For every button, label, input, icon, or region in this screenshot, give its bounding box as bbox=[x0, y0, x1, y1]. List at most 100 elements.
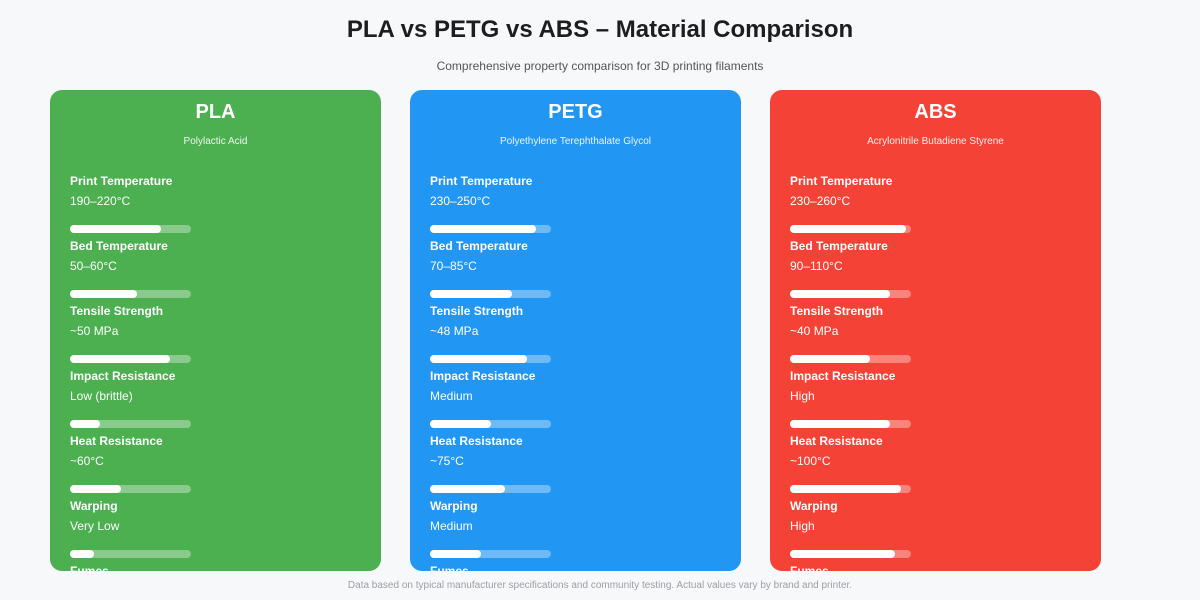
property-value: 230–260°C bbox=[790, 194, 851, 208]
property-label: Print Temperature bbox=[790, 174, 893, 188]
property-value: High bbox=[790, 519, 815, 533]
card-title: PLA bbox=[195, 101, 236, 123]
property-level-bar bbox=[430, 550, 551, 558]
property-row: Tensile Strength ~48 MPa bbox=[430, 304, 730, 339]
material-card-petg: PETG Polyethylene Terephthalate Glycol Pri… bbox=[410, 90, 741, 571]
property-row: Heat Resistance ~75°C bbox=[430, 434, 730, 469]
property-label: Print Temperature bbox=[70, 174, 173, 188]
property-row: FumesLow / sweet bbox=[70, 564, 370, 571]
property-level-fill bbox=[790, 485, 902, 493]
property-value: Very Low bbox=[70, 519, 120, 533]
property-label: Tensile Strength bbox=[70, 304, 164, 318]
property-label: Warping bbox=[790, 499, 838, 513]
property-row: Tensile Strength ~40 MPa bbox=[790, 304, 1090, 339]
property-level-fill bbox=[790, 550, 896, 558]
property-value: ~60°C bbox=[70, 454, 104, 468]
property-level-fill bbox=[70, 550, 95, 558]
property-label: Heat Resistance bbox=[70, 434, 163, 448]
property-level-bar bbox=[70, 420, 191, 428]
property-row: FumesLow bbox=[430, 564, 730, 571]
property-level-bar bbox=[70, 485, 191, 493]
property-row: Warping Medium bbox=[430, 499, 730, 534]
property-level-fill bbox=[790, 355, 870, 363]
card-full-name: Polylactic Acid bbox=[183, 136, 248, 147]
property-level-bar bbox=[430, 355, 551, 363]
property-value: Medium bbox=[430, 519, 473, 533]
property-level-bar bbox=[70, 355, 191, 363]
property-value: 230–250°C bbox=[430, 194, 491, 208]
page-subtitle: Comprehensive property comparison for 3D… bbox=[436, 59, 764, 73]
property-label: Tensile Strength bbox=[430, 304, 524, 318]
property-row: Warping Very Low bbox=[70, 499, 370, 534]
property-row: Impact Resistance Low (brittle) bbox=[70, 369, 370, 404]
property-label: Tensile Strength bbox=[790, 304, 884, 318]
property-row: Bed Temperature 70–85°C bbox=[430, 239, 730, 274]
property-level-fill bbox=[70, 355, 171, 363]
property-level-bar bbox=[430, 485, 551, 493]
property-label: Bed Temperature bbox=[70, 239, 168, 253]
property-label: Heat Resistance bbox=[430, 434, 523, 448]
property-row: Bed Temperature 90–110°C bbox=[790, 239, 1090, 274]
page-title: PLA vs PETG vs ABS – Material Comparison bbox=[346, 16, 854, 43]
property-level-fill bbox=[430, 485, 506, 493]
material-card-abs: ABS Acrylonitrile Butadiene Styrene Print … bbox=[770, 90, 1101, 571]
property-row: Print Temperature 190–220°C bbox=[70, 174, 370, 209]
property-row: Heat Resistance ~100°C bbox=[790, 434, 1090, 469]
property-level-bar bbox=[70, 290, 191, 298]
property-level-bar bbox=[430, 290, 551, 298]
property-level-bar bbox=[790, 420, 911, 428]
property-label: Impact Resistance bbox=[790, 369, 896, 383]
property-level-fill bbox=[70, 485, 121, 493]
property-level-fill bbox=[70, 290, 137, 298]
property-level-fill bbox=[430, 420, 491, 428]
property-level-bar bbox=[430, 420, 551, 428]
property-value: 90–110°C bbox=[790, 259, 843, 273]
card-full-name: Polyethylene Terephthalate Glycol bbox=[499, 136, 652, 147]
property-value: 50–60°C bbox=[70, 259, 117, 273]
property-value: ~48 MPa bbox=[430, 324, 479, 338]
card-title: PETG bbox=[548, 101, 603, 123]
property-level-bar bbox=[790, 485, 911, 493]
property-row: Warping High bbox=[790, 499, 1090, 534]
property-label: Impact Resistance bbox=[430, 369, 536, 383]
property-row: Print Temperature 230–250°C bbox=[430, 174, 730, 209]
property-value: ~75°C bbox=[430, 454, 464, 468]
property-level-fill bbox=[430, 225, 537, 233]
property-row: FumesHigh (styrene) bbox=[790, 564, 1090, 571]
property-row: Print Temperature 230–260°C bbox=[790, 174, 1090, 209]
property-row: Impact Resistance High bbox=[790, 369, 1090, 404]
property-row: Tensile Strength ~50 MPa bbox=[70, 304, 370, 339]
property-level-bar bbox=[790, 355, 911, 363]
property-value: Medium bbox=[430, 389, 473, 403]
property-level-bar bbox=[790, 290, 911, 298]
property-label: Warping bbox=[70, 499, 118, 513]
property-level-bar bbox=[70, 550, 191, 558]
property-level-bar bbox=[430, 225, 551, 233]
property-level-bar bbox=[70, 225, 191, 233]
property-level-fill bbox=[790, 290, 891, 298]
property-level-fill bbox=[430, 550, 481, 558]
property-value: ~40 MPa bbox=[790, 324, 839, 338]
property-row: Heat Resistance ~60°C bbox=[70, 434, 370, 469]
property-level-fill bbox=[430, 290, 513, 298]
property-level-fill bbox=[790, 420, 891, 428]
card-full-name: Acrylonitrile Butadiene Styrene bbox=[867, 136, 1004, 147]
property-label: Fumes bbox=[70, 564, 109, 571]
card-title: ABS bbox=[914, 101, 957, 123]
property-label: Heat Resistance bbox=[790, 434, 883, 448]
property-value: Low (brittle) bbox=[70, 389, 133, 403]
property-value: 70–85°C bbox=[430, 259, 477, 273]
property-level-fill bbox=[790, 225, 907, 233]
property-level-fill bbox=[430, 355, 527, 363]
property-row: Bed Temperature 50–60°C bbox=[70, 239, 370, 274]
property-label: Fumes bbox=[790, 564, 829, 571]
property-label: Bed Temperature bbox=[790, 239, 888, 253]
property-level-bar bbox=[790, 225, 911, 233]
material-card-pla: PLA Polylactic Acid Print Temperature 190–2… bbox=[50, 90, 381, 571]
property-row: Impact Resistance Medium bbox=[430, 369, 730, 404]
property-label: Fumes bbox=[430, 564, 469, 571]
property-value: High bbox=[790, 389, 815, 403]
property-label: Print Temperature bbox=[430, 174, 533, 188]
property-label: Impact Resistance bbox=[70, 369, 176, 383]
property-label: Bed Temperature bbox=[430, 239, 528, 253]
